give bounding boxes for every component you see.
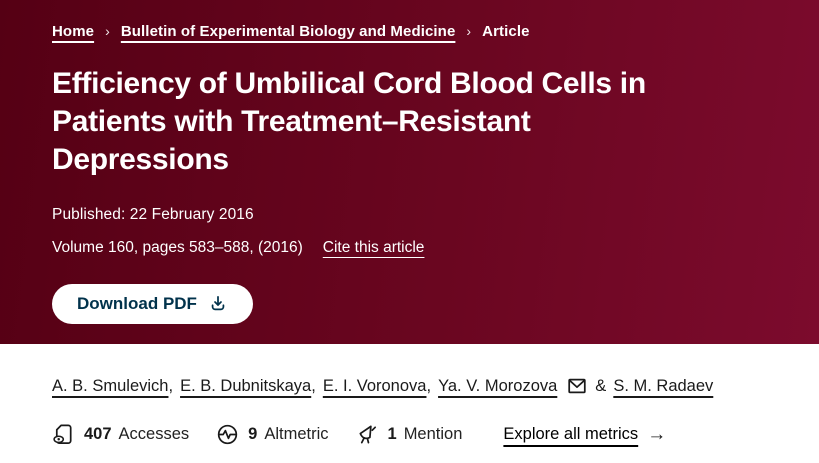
breadcrumb: Home › Bulletin of Experimental Biology … <box>52 22 779 41</box>
metrics-bar: 407 Accesses 9 Altmetric 1 M <box>52 423 779 446</box>
author-separator: , <box>311 376 316 395</box>
article-meta-section: A. B. Smulevich, E. B. Dubnitskaya, E. I… <box>0 344 819 446</box>
mentions-label: Mention <box>403 425 463 443</box>
article-hero-banner: Home › Bulletin of Experimental Biology … <box>0 0 819 344</box>
metric-accesses: 407 Accesses <box>52 423 189 446</box>
breadcrumb-home-link[interactable]: Home <box>52 23 95 40</box>
cite-this-article-link[interactable]: Cite this article <box>322 239 425 256</box>
download-pdf-label: Download PDF <box>77 294 197 313</box>
author-link[interactable]: E. B. Dubnitskaya <box>180 376 312 395</box>
author-link[interactable]: E. I. Voronova <box>322 376 427 395</box>
author-separator: , <box>426 376 432 395</box>
author-link[interactable]: Ya. V. Morozova <box>438 376 558 395</box>
author-link[interactable]: A. B. Smulevich <box>52 376 169 395</box>
author-separator: , <box>168 376 174 395</box>
article-title-line: Efficiency of Umbilical Cord Blood Cells… <box>52 67 646 100</box>
metric-mentions: 1 Mention <box>356 423 463 446</box>
article-title: Efficiency of Umbilical Cord Blood Cells… <box>52 65 779 179</box>
email-corresponding-author-icon[interactable] <box>566 375 588 397</box>
mentions-count: 1 <box>387 425 397 443</box>
arrow-right-icon: → <box>647 423 667 445</box>
explore-all-metrics-link[interactable]: Explore all metrics <box>503 425 639 443</box>
altmetric-icon <box>217 424 238 445</box>
mention-satellite-icon <box>358 425 376 444</box>
volume-pages: Volume 160, pages 583–588, (2016) <box>52 239 303 256</box>
accesses-count: 407 <box>84 425 112 443</box>
download-icon <box>211 296 225 311</box>
metric-altmetric: 9 Altmetric <box>216 423 329 446</box>
author-link[interactable]: S. M. Radaev <box>613 376 714 395</box>
accesses-icon <box>53 424 72 444</box>
chevron-right-icon: › <box>105 22 110 39</box>
article-title-line: Patients with Treatment–Resistant <box>52 105 531 138</box>
published-date: Published: 22 February 2016 <box>52 206 254 223</box>
accesses-label: Accesses <box>118 425 190 443</box>
author-list: A. B. Smulevich, E. B. Dubnitskaya, E. I… <box>52 375 779 397</box>
chevron-right-icon: › <box>466 22 472 39</box>
article-title-line: Depressions <box>52 143 229 176</box>
breadcrumb-current-article: Article <box>482 23 530 40</box>
download-pdf-button[interactable]: Download PDF <box>52 284 253 324</box>
altmetric-label: Altmetric <box>264 425 329 443</box>
breadcrumb-journal-link[interactable]: Bulletin of Experimental Biology and Med… <box>120 23 456 40</box>
volume-citation-row: Volume 160, pages 583–588, (2016) Cite t… <box>52 239 779 257</box>
author-ampersand: & <box>595 376 607 395</box>
altmetric-count: 9 <box>248 425 258 443</box>
